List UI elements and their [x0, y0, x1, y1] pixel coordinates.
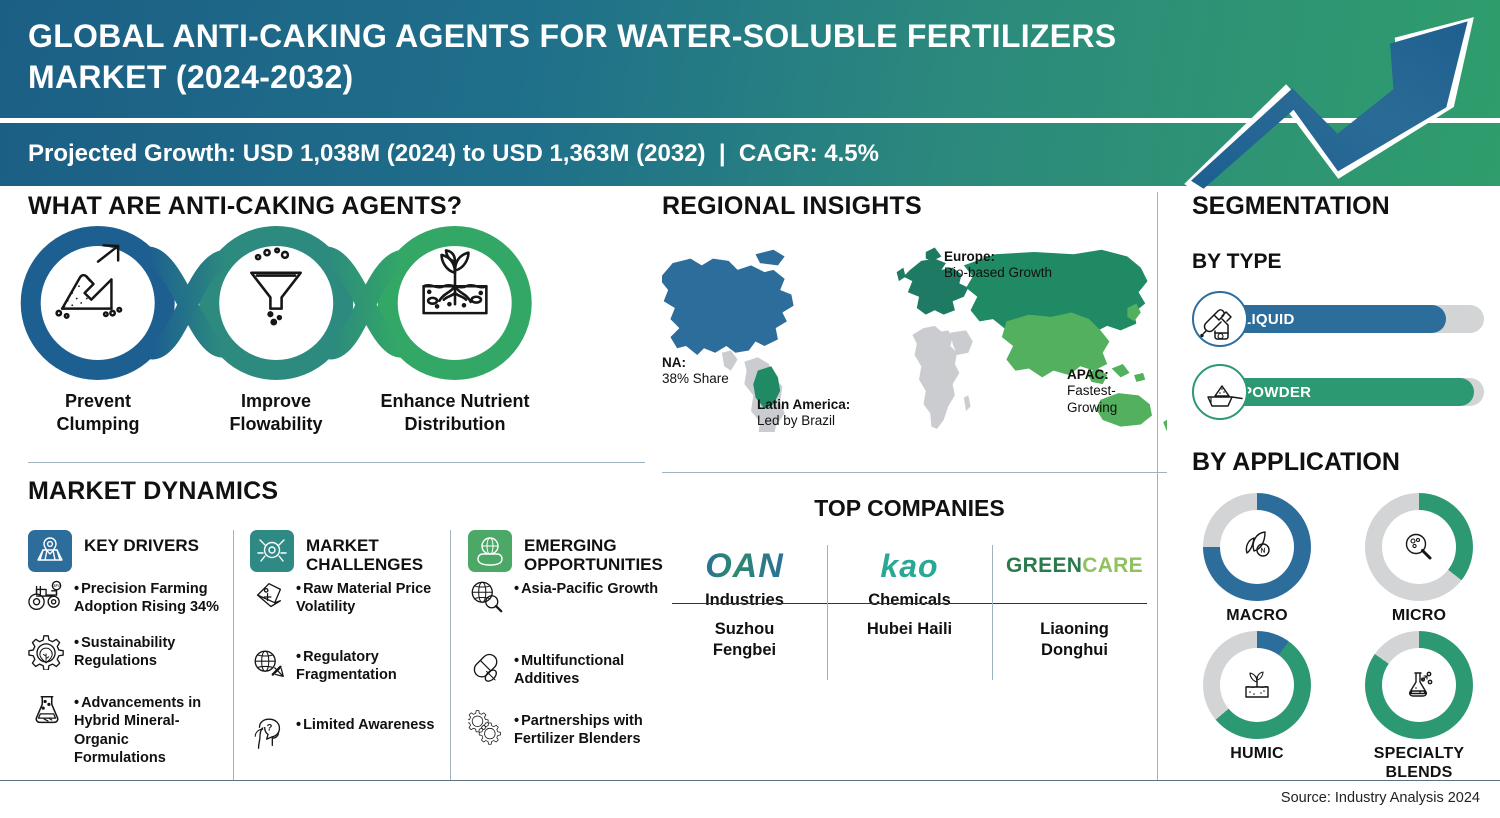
svg-text:GPS: GPS	[52, 584, 60, 588]
svg-text:N: N	[1261, 548, 1266, 555]
svg-text:?: ?	[267, 723, 273, 734]
